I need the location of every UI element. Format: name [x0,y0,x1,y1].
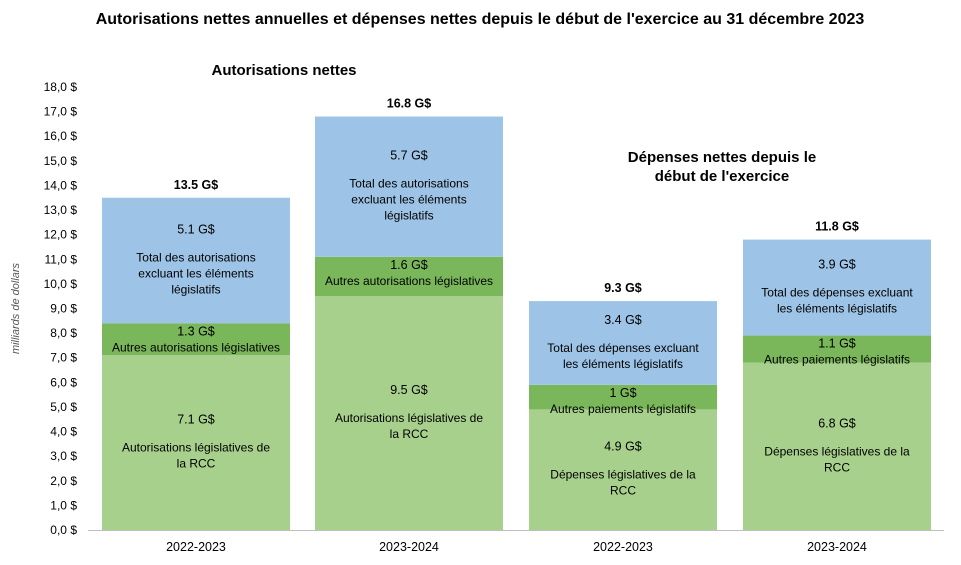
y-tick-label: 18,0 $ [44,80,78,94]
segment-value-label: 5.1 G$ [177,223,215,237]
y-tick-label: 14,0 $ [44,178,78,192]
y-axis-label: milliards de dollars [10,262,22,354]
y-tick-label: 4,0 $ [50,425,77,439]
y-tick-label: 16,0 $ [44,129,78,143]
y-tick-label: 12,0 $ [44,228,78,242]
segment-name-label: Total des autorisations [136,251,255,265]
segment-value-label: 1.3 G$ [177,324,215,338]
segment-value-label: 9.5 G$ [390,383,428,397]
segment-name-label: Dépenses législatives de la [550,468,696,482]
segment-value-label: 3.4 G$ [604,313,642,327]
bar-segment [529,384,717,410]
bar-total-label: 13.5 G$ [174,178,219,192]
y-tick-label: 6,0 $ [50,375,77,389]
segment-value-label: 3.9 G$ [818,258,856,272]
segment-value-label: 7.1 G$ [177,413,215,427]
bar-segment [102,197,290,324]
bar-total-label: 9.3 G$ [604,281,642,295]
segment-name-label: Autres autorisations législatives [112,340,280,354]
group-title: Autorisations nettes [211,62,356,79]
segment-name-label: excluant les éléments [138,267,253,281]
labels: Autorisations nettes Dépenses nettes depu… [112,62,913,554]
segment-name-label: Autres paiements législatifs [764,353,910,367]
y-tick-label: 11,0 $ [45,252,78,266]
bar-segment [743,335,931,363]
y-tick-label: 10,0 $ [44,277,78,291]
y-tick-label: 7,0 $ [50,351,77,365]
group-title: début de l'exercice [655,168,789,185]
segment-value-label: 1.6 G$ [390,258,428,272]
segment-name-label: Autres paiements législatifs [550,402,696,416]
segment-name-label: la RCC [177,457,216,471]
segment-name-label: législatifs [171,283,220,297]
y-tick-label: 0,0 $ [50,523,77,537]
y-tick-label: 5,0 $ [50,400,77,414]
bar-segment [529,301,717,385]
segment-name-label: excluant les éléments [351,193,466,207]
group-title: Dépenses nettes depuis le [628,149,816,166]
segment-name-label: Total des autorisations [349,177,468,191]
segment-name-label: la RCC [390,427,429,441]
x-category-label: 2022-2023 [166,540,226,554]
y-tick-label: 1,0 $ [50,498,77,512]
segment-name-label: RCC [824,460,850,474]
segment-name-label: Total des dépenses excluant [547,341,699,355]
y-tick-label: 9,0 $ [50,302,77,316]
segment-value-label: 1 G$ [609,386,636,400]
bar-segment [315,256,503,297]
x-category-label: 2023-2024 [807,540,867,554]
bar-segment [315,116,503,257]
bar-segment [102,355,290,530]
x-category-label: 2022-2023 [593,540,653,554]
axes: 0,0 $ 1,0 $ 2,0 $ 3,0 $ 4,0 $ 5,0 $ 6,0 $ 7,0 $… [10,80,944,537]
segment-name-label: Autorisations législatives de [335,411,483,425]
segment-name-label: législatifs [384,209,433,223]
segment-value-label: 1.1 G$ [818,337,856,351]
segment-name-label: Autorisations législatives de [122,441,270,455]
bar-segment [529,409,717,530]
segment-name-label: RCC [610,484,636,498]
bar-segment [315,296,503,530]
segment-name-label: Dépenses législatives de la [764,444,910,458]
segment-value-label: 6.8 G$ [818,416,856,430]
segment-name-label: les éléments législatifs [563,357,683,371]
segment-value-label: 5.7 G$ [390,149,428,163]
bar-segment [102,323,290,356]
chart-title: Autorisations nettes annuelles et dépens… [96,11,865,28]
segment-value-label: 4.9 G$ [604,440,642,454]
bars [102,116,931,530]
bar-segment [743,239,931,336]
y-tick-label: 13,0 $ [44,203,78,217]
y-tick-label: 8,0 $ [50,326,77,340]
y-tick-label: 15,0 $ [44,154,78,168]
y-tick-label: 17,0 $ [44,105,78,119]
segment-name-label: Total des dépenses excluant [761,286,913,300]
segment-name-label: Autres autorisations législatives [325,274,493,288]
x-category-label: 2023-2024 [379,540,439,554]
y-tick-label: 2,0 $ [50,474,77,488]
segment-name-label: les éléments législatifs [777,302,897,316]
bar-total-label: 11.8 G$ [815,220,859,234]
bar-total-label: 16.8 G$ [387,97,432,111]
y-tick-label: 3,0 $ [50,449,77,463]
bar-segment [743,362,931,530]
